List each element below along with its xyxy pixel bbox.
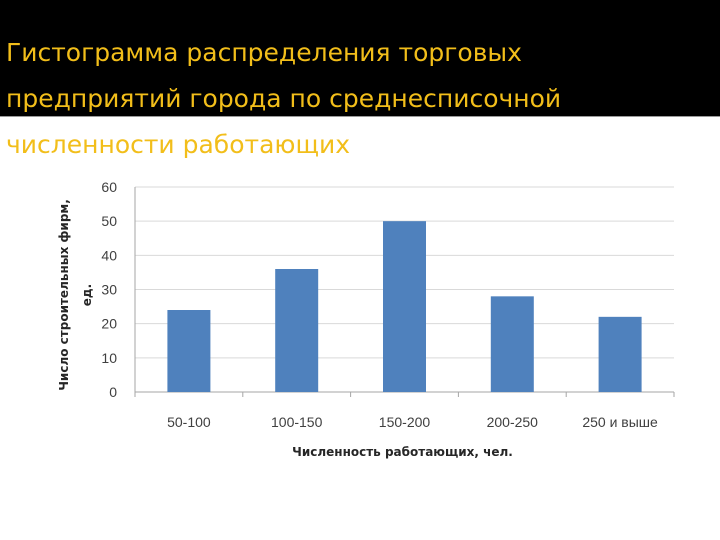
slide-title: Гистограмма распределения торговых предп…	[6, 38, 562, 159]
y-tick-label: 50	[101, 213, 117, 229]
bar	[275, 269, 319, 392]
y-axis-title: Число строительных фирм,	[57, 199, 71, 391]
bar	[490, 296, 534, 392]
title-band	[0, 0, 720, 116]
bar	[167, 310, 211, 392]
x-axis-title: Численность работающих, чел.	[292, 445, 513, 459]
y-tick-label: 60	[101, 179, 117, 195]
bar	[598, 316, 642, 392]
x-tick-label: 100-150	[271, 414, 323, 430]
x-tick-label: 50-100	[167, 414, 211, 430]
y-tick-label: 0	[109, 384, 117, 400]
y-tick-label: 10	[101, 350, 117, 366]
x-tick-label: 200-250	[487, 414, 539, 430]
y-tick-label: 40	[101, 247, 117, 263]
x-tick-label: 250 и выше	[582, 414, 658, 430]
bar	[383, 221, 426, 392]
x-tick-label: 150-200	[379, 414, 431, 430]
title-divider	[0, 116, 720, 117]
y-tick-label: 20	[101, 316, 117, 332]
y-axis-title: ед.	[80, 284, 94, 306]
y-tick-label: 30	[101, 282, 117, 298]
